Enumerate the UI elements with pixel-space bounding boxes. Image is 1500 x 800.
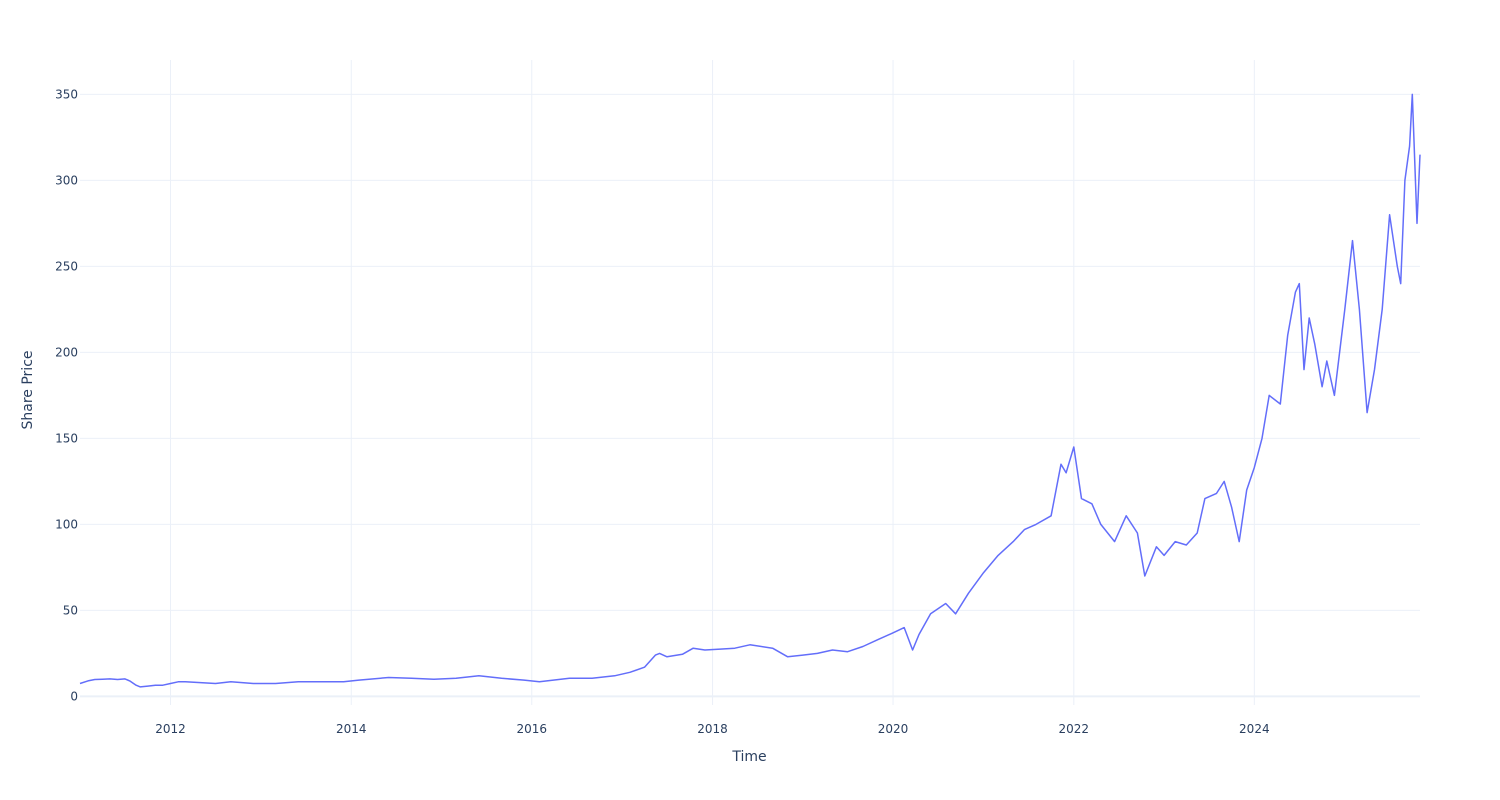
y-tick-label: 150 bbox=[55, 431, 78, 445]
x-tick-label: 2012 bbox=[155, 722, 186, 736]
y-axis-title: Share Price bbox=[20, 350, 36, 429]
share-price-line[interactable] bbox=[79, 93, 1421, 688]
x-gridlines bbox=[170, 60, 1255, 705]
x-tick-label: 2016 bbox=[517, 722, 548, 736]
plot-area[interactable] bbox=[79, 93, 1421, 688]
y-tick-label: 100 bbox=[55, 517, 78, 531]
y-tick-label: 50 bbox=[63, 603, 78, 617]
y-tick-label: 250 bbox=[55, 259, 78, 273]
y-tick-label: 200 bbox=[55, 345, 78, 359]
x-tick-label: 2014 bbox=[336, 722, 367, 736]
y-tick-label: 0 bbox=[70, 689, 78, 703]
x-tick-label: 2018 bbox=[697, 722, 728, 736]
y-tick-label: 300 bbox=[55, 173, 78, 187]
y-gridlines bbox=[80, 93, 1420, 698]
x-tick-label: 2022 bbox=[1059, 722, 1090, 736]
y-tick-label: 350 bbox=[55, 87, 78, 101]
y-tick-labels: 0 50 100 150 200 250 300 350 bbox=[55, 87, 78, 703]
x-axis-title: Time bbox=[731, 749, 766, 765]
x-tick-label: 2024 bbox=[1239, 722, 1270, 736]
x-tick-labels: 2012 2014 2016 2018 2020 2022 2024 bbox=[155, 722, 1269, 736]
x-tick-label: 2020 bbox=[878, 722, 909, 736]
